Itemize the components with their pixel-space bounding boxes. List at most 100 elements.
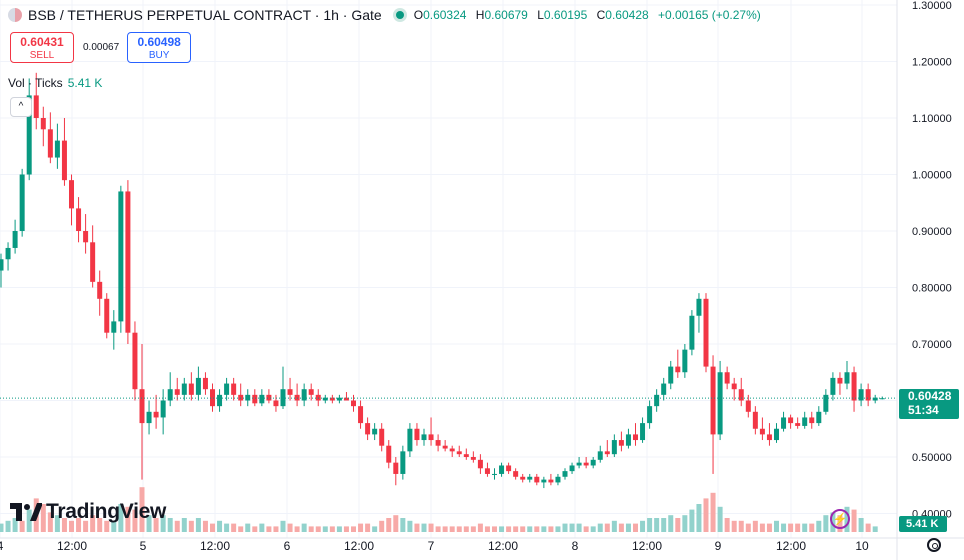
candle-body xyxy=(266,394,272,401)
candle-body xyxy=(97,281,103,299)
candle-body xyxy=(393,462,399,474)
candle-body xyxy=(611,440,617,455)
volume-bar xyxy=(717,506,723,532)
candle-body xyxy=(139,389,145,424)
high-value: 0.60679 xyxy=(484,8,528,22)
volume-bar xyxy=(259,523,265,532)
settings-gear-icon[interactable] xyxy=(927,538,941,552)
volume-bar xyxy=(0,523,4,532)
volume-bar xyxy=(618,523,624,532)
candle-body xyxy=(343,397,349,401)
candle-body xyxy=(752,411,758,429)
candle-body xyxy=(640,423,646,441)
sell-price: 0.60431 xyxy=(20,35,64,49)
candle-body xyxy=(301,389,307,401)
candle-body xyxy=(625,434,631,446)
candle-body xyxy=(647,406,653,424)
volume-bar xyxy=(146,515,152,532)
candle-body xyxy=(830,377,836,395)
candle-body xyxy=(569,465,575,472)
candle-body xyxy=(844,372,850,384)
candle-body xyxy=(724,372,730,384)
volume-bar xyxy=(336,526,342,532)
candle-body xyxy=(76,208,82,231)
volume-bar xyxy=(26,509,32,532)
volume-bar xyxy=(576,523,582,532)
volume-bar xyxy=(224,523,230,532)
volume-bar xyxy=(583,526,589,532)
volume-bar xyxy=(710,492,716,532)
candle-body xyxy=(146,411,152,424)
candle-body xyxy=(365,423,371,435)
candle-body xyxy=(456,451,462,455)
volume-bar xyxy=(217,520,223,532)
candle-body xyxy=(153,411,159,418)
volume-bar xyxy=(816,520,822,532)
candle-body xyxy=(802,417,808,426)
volume-bar xyxy=(90,515,96,532)
y-tick-label: 0.50000 xyxy=(912,452,952,464)
volume-bar xyxy=(118,504,124,532)
volume-bar xyxy=(195,518,201,532)
chart-header: BSB / TETHERUS PERPETUAL CONTRACT · 1h ·… xyxy=(8,7,767,23)
bar-countdown: 51:34 xyxy=(908,403,939,417)
volume-bar xyxy=(463,526,469,532)
symbol-title[interactable]: BSB / TETHERUS PERPETUAL CONTRACT · 1h ·… xyxy=(28,7,382,23)
lightning-icon[interactable]: ⚡ xyxy=(830,509,850,529)
candle-body xyxy=(675,366,681,373)
volume-bar xyxy=(823,515,829,532)
volume-bar xyxy=(569,523,575,532)
volume-tag: 5.41 K xyxy=(899,516,947,532)
sell-button[interactable]: 0.60431 SELL xyxy=(10,32,74,63)
buy-label: BUY xyxy=(148,50,170,61)
volume-bar xyxy=(752,520,758,532)
candle-body xyxy=(407,428,413,452)
volume-bar xyxy=(76,518,82,532)
volume-bar xyxy=(379,520,385,532)
buy-button[interactable]: 0.60498 BUY xyxy=(127,32,192,63)
volume-bar xyxy=(513,526,519,532)
current-price-tag: 0.60428 51:34 xyxy=(899,389,959,419)
low-value: 0.60195 xyxy=(543,8,588,22)
candle-body xyxy=(583,462,589,466)
volume-bar xyxy=(668,515,674,532)
market-status-dot-icon[interactable] xyxy=(395,11,404,19)
high-label: H xyxy=(475,8,485,22)
candle-body xyxy=(513,471,519,477)
candle-body xyxy=(484,468,490,474)
volume-bar xyxy=(343,526,349,532)
candle-body xyxy=(5,247,11,260)
volume-bar xyxy=(858,518,864,532)
chevron-up-icon[interactable]: ^ xyxy=(10,97,32,117)
candle-body xyxy=(188,383,194,395)
volume-bar xyxy=(252,526,258,532)
volume-bar xyxy=(160,515,166,532)
volume-bar xyxy=(273,526,279,532)
candle-body xyxy=(132,332,138,390)
x-tick-label: 7 xyxy=(428,539,435,553)
candle-body xyxy=(604,451,610,455)
volume-bar xyxy=(322,526,328,532)
change-value: +0.00165 (+0.27%) xyxy=(658,8,761,22)
volume-bar xyxy=(435,526,441,532)
volume-bar xyxy=(393,515,399,532)
tradingview-logo[interactable]: TradingView xyxy=(10,500,166,524)
candle-body xyxy=(492,473,497,475)
volume-legend[interactable]: Vol · Ticks 5.41 K xyxy=(8,76,102,90)
candle-body xyxy=(61,140,67,181)
candle-body xyxy=(195,377,201,395)
ohlc-legend: O0.60324 H0.60679 L0.60195 C0.60428 +0.0… xyxy=(414,8,767,22)
volume-bar xyxy=(428,523,434,532)
candle-body xyxy=(463,454,469,457)
volume-bar xyxy=(604,523,610,532)
volume-bar xyxy=(407,520,413,532)
volume-bar xyxy=(788,523,794,532)
x-tick-label: 10 xyxy=(855,539,869,553)
open-value: 0.60324 xyxy=(423,8,467,22)
candle-body xyxy=(231,383,237,395)
volume-bar xyxy=(449,526,455,532)
spread-value: 0.00067 xyxy=(83,42,120,53)
y-tick-label: 1.10000 xyxy=(912,113,952,125)
volume-bar xyxy=(654,518,660,532)
